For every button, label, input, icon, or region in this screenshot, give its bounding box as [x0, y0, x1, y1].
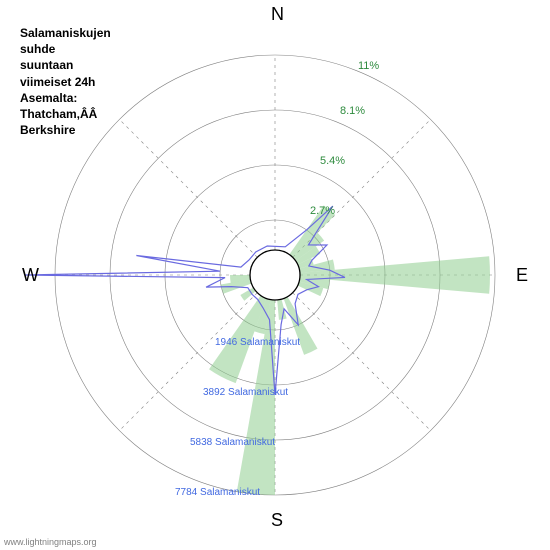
cardinal-e: E — [516, 265, 528, 286]
ring-strike-label: 1946 Salamaniskut — [215, 337, 300, 348]
cardinal-w: W — [22, 265, 39, 286]
ring-pct-label: 5.4% — [320, 155, 345, 167]
ring-pct-label: 2.7% — [310, 205, 335, 217]
ring-strike-label: 7784 Salamaniskut — [175, 487, 260, 498]
footer-credit: www.lightningmaps.org — [4, 537, 97, 547]
cardinal-n: N — [271, 4, 284, 25]
ring-pct-label: 8.1% — [340, 105, 365, 117]
cardinal-s: S — [271, 510, 283, 531]
chart-container: Salamaniskujensuhdesuuntaanviimeiset 24h… — [0, 0, 550, 550]
ring-strike-label: 3892 Salamaniskut — [203, 387, 288, 398]
chart-title: Salamaniskujensuhdesuuntaanviimeiset 24h… — [20, 25, 111, 138]
ring-strike-label: 5838 Salamaniskut — [190, 437, 275, 448]
ring-pct-label: 11% — [358, 60, 379, 72]
